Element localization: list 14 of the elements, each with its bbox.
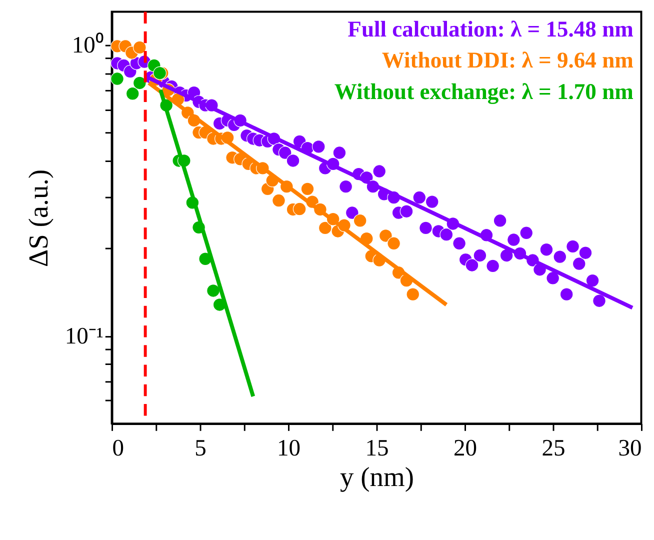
y-axis-title: ΔS (a.u.) xyxy=(23,169,54,267)
y-tick-label: 10⁻¹ xyxy=(64,323,104,350)
x-tick-label: 25 xyxy=(542,435,566,462)
x-tick-label: 5 xyxy=(194,435,206,462)
x-tick-label: 0 xyxy=(112,435,124,462)
x-tick-label: 20 xyxy=(453,435,478,462)
text: Without DDI: λ = 9.64 nm xyxy=(382,48,634,73)
x-axis-title: y (nm) xyxy=(340,462,414,492)
x-tick-label: 15 xyxy=(365,435,389,462)
x-tick-label: 30 xyxy=(618,435,642,462)
x-tick-label: 10 xyxy=(277,435,301,462)
y-tick-label: 10⁰ xyxy=(72,31,104,58)
text: Without exchange: λ = 1.70 nm xyxy=(334,79,634,104)
text: Full calculation: λ = 15.48 nm xyxy=(348,16,634,42)
